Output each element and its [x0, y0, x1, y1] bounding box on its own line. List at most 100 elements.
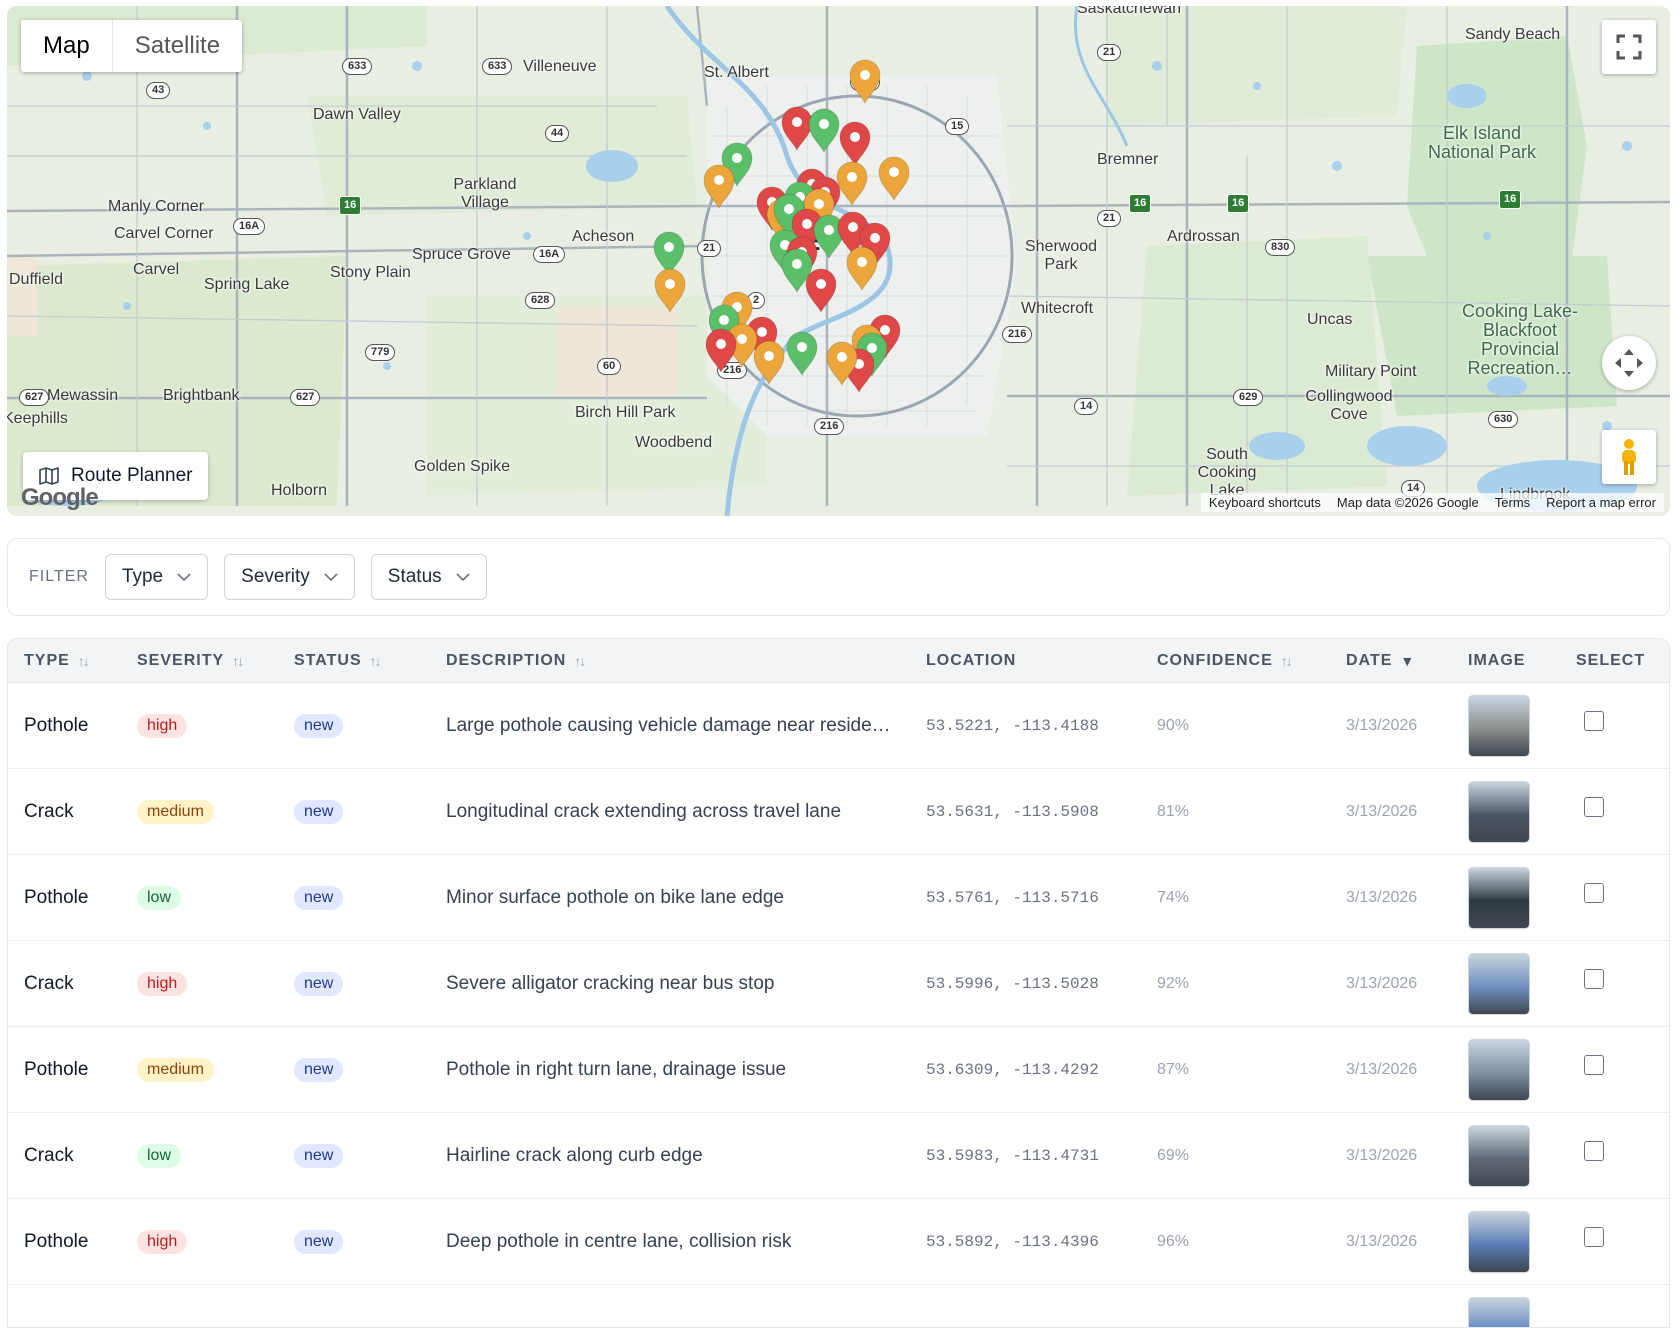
map-marker-low[interactable] [781, 248, 813, 294]
table-cell: 3/13/2026 [1346, 1113, 1417, 1199]
map-place-label: Woodbend [635, 434, 713, 451]
map-place-label: Villeneuve [523, 58, 597, 75]
table-row[interactable] [8, 1285, 1669, 1327]
map-marker-medium[interactable] [703, 164, 735, 210]
detection-image-thumbnail[interactable] [1468, 867, 1530, 929]
detection-image-thumbnail[interactable] [1468, 953, 1530, 1015]
table-row[interactable]: Crack high new Severe alligator cracking ne… [8, 941, 1669, 1027]
detection-image-thumbnail[interactable] [1468, 695, 1530, 757]
detection-image-thumbnail[interactable] [1468, 1211, 1530, 1273]
table-cell: 87% [1157, 1027, 1189, 1113]
table-cell [1468, 1027, 1530, 1113]
fullscreen-button[interactable] [1602, 20, 1656, 74]
select-checkbox[interactable] [1584, 1227, 1604, 1247]
select-checkbox[interactable] [1584, 969, 1604, 989]
road-shield: 14 [1401, 480, 1426, 497]
table-row[interactable]: Pothole medium new Pothole in right turn la… [8, 1027, 1669, 1113]
map-icon [39, 467, 59, 485]
type-cell: Pothole [24, 1059, 89, 1080]
table-cell [1584, 941, 1604, 1027]
severity-badge: medium [137, 1058, 214, 1082]
table-cell: Minor surface pothole on bike lane edge [446, 855, 784, 941]
road-shield: 16 [1499, 190, 1522, 209]
map-marker-medium[interactable] [849, 59, 881, 105]
map-view[interactable]: Saskatchewan Sandy Beach Villeneuve St. … [7, 6, 1670, 516]
table-cell: 90% [1157, 683, 1189, 769]
table-cell [1584, 683, 1604, 769]
column-header-label: SEVERITY [137, 652, 225, 669]
map-marker-high[interactable] [705, 328, 737, 374]
table-cell: 53.5996, -113.5028 [926, 941, 1099, 1027]
map-marker-medium[interactable] [654, 268, 686, 314]
select-checkbox[interactable] [1584, 1055, 1604, 1075]
select-checkbox[interactable] [1584, 711, 1604, 731]
map-marker-high[interactable] [805, 268, 837, 314]
detection-image-thumbnail[interactable] [1468, 781, 1530, 843]
map-marker-low[interactable] [653, 231, 685, 277]
table-cell: 92% [1157, 941, 1189, 1027]
map-marker-medium[interactable] [826, 341, 858, 387]
map-place-label: Dawn Valley [313, 106, 401, 123]
sort-icon: ↑↓ [232, 653, 244, 669]
severity-filter-dropdown[interactable]: Severity [224, 554, 355, 600]
camera-control-button[interactable] [1602, 336, 1656, 390]
status-badge: new [294, 714, 344, 738]
table-cell: 3/13/2026 [1346, 769, 1417, 855]
column-header-date[interactable]: DATE ▼ [1346, 639, 1414, 683]
map-place-label: Spring Lake [204, 276, 290, 293]
keyboard-shortcuts-link[interactable]: Keyboard shortcuts [1208, 495, 1321, 510]
status-filter-dropdown[interactable]: Status [370, 554, 487, 600]
report-map-error-link[interactable]: Report a map error [1546, 495, 1656, 510]
select-checkbox[interactable] [1584, 1141, 1604, 1161]
table-cell: Pothole [24, 855, 88, 941]
detection-image-thumbnail[interactable] [1468, 1125, 1530, 1187]
column-header-description[interactable]: DESCRIPTION ↑↓ [446, 639, 586, 683]
table-cell: medium [137, 769, 214, 855]
map-place-label: Acheson [572, 228, 635, 245]
map-marker-high[interactable] [781, 106, 813, 152]
table-cell [1468, 683, 1530, 769]
date-cell: 3/13/2026 [1346, 1061, 1418, 1078]
column-header-label: TYPE [24, 652, 70, 669]
select-checkbox[interactable] [1584, 883, 1604, 903]
table-row[interactable]: Pothole high new Deep pothole in centre lan… [8, 1199, 1669, 1285]
map-marker-medium[interactable] [846, 246, 878, 292]
column-header-type[interactable]: TYPE ↑↓ [24, 639, 90, 683]
map-marker-low[interactable] [813, 214, 845, 260]
map-tab-satellite[interactable]: Satellite [134, 32, 221, 59]
table-row[interactable]: Pothole high new Large pothole causing vehi… [8, 683, 1669, 769]
road-shield: 16A [233, 218, 266, 235]
description-cell: Longitudinal crack extending across trav… [446, 801, 842, 822]
date-cell: 3/13/2026 [1346, 975, 1418, 992]
map-marker-medium[interactable] [726, 323, 758, 369]
map-marker-low[interactable] [808, 108, 840, 154]
column-header-confidence[interactable]: CONFIDENCE ↑↓ [1157, 639, 1293, 683]
date-cell: 3/13/2026 [1346, 889, 1418, 906]
type-filter-dropdown[interactable]: Type [104, 554, 209, 600]
column-header-severity[interactable]: SEVERITY ↑↓ [137, 639, 244, 683]
table-row[interactable]: Crack medium new Longitudinal crack extendi… [8, 769, 1669, 855]
status-badge: new [294, 886, 344, 910]
table-row[interactable]: Pothole low new Minor surface pothole on bi… [8, 855, 1669, 941]
map-marker-high[interactable] [839, 121, 871, 167]
table-cell: 3/13/2026 [1346, 1199, 1417, 1285]
terms-link[interactable]: Terms [1494, 495, 1531, 510]
map-marker-medium[interactable] [753, 340, 785, 386]
location-cell: 53.5983, -113.4731 [926, 1147, 1099, 1165]
detection-image-thumbnail[interactable] [1468, 1039, 1530, 1101]
severity-badge: high [137, 972, 188, 996]
map-tab-map[interactable]: Map [21, 20, 113, 72]
column-header-status[interactable]: STATUS ↑↓ [294, 639, 382, 683]
select-checkbox[interactable] [1584, 797, 1604, 817]
column-header-label: DATE [1346, 652, 1393, 669]
map-marker-low[interactable] [786, 331, 818, 377]
map-marker-medium[interactable] [836, 161, 868, 207]
detection-image-thumbnail[interactable] [1468, 1297, 1530, 1327]
confidence-cell: 92% [1157, 975, 1190, 992]
table-row[interactable]: Crack low new Hairline crack along curb edg… [8, 1113, 1669, 1199]
map-marker-medium[interactable] [878, 156, 910, 202]
description-cell: Large pothole causing vehicle damage nea… [446, 715, 891, 736]
road-shield: 633 [342, 58, 373, 75]
street-view-pegman-button[interactable] [1602, 430, 1656, 484]
route-planner-button[interactable]: Route Planner [23, 452, 209, 500]
